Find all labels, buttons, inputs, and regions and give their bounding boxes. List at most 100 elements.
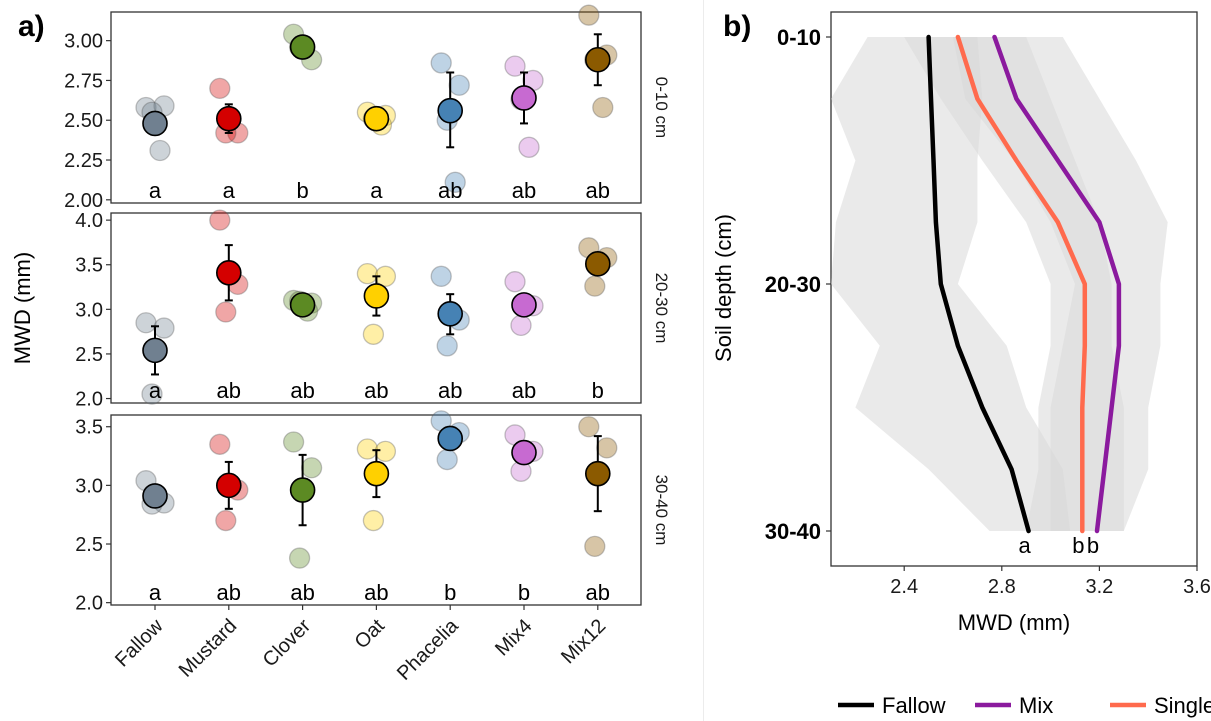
raw-point <box>584 275 606 297</box>
mean-point <box>363 460 390 487</box>
y-tick-label: 2.5 <box>75 534 103 556</box>
y-tick-label: 2.00 <box>64 190 103 212</box>
series-line-single <box>955 34 1088 534</box>
y-tick-label: 2.25 <box>64 150 103 172</box>
raw-point <box>596 437 618 459</box>
facet-2: 2.0 2.5 3.0 3.5 30-40 cm a ab ab ab b b ab <box>75 410 671 615</box>
significance-letter: b <box>518 580 530 605</box>
raw-point <box>578 416 600 438</box>
raw-point <box>149 139 171 162</box>
mean-point <box>584 251 611 277</box>
mean-point <box>363 283 390 309</box>
significance-letter: b <box>444 580 456 605</box>
x-category-label: Mix12 <box>557 615 610 668</box>
x-category-label: Clover <box>259 615 316 672</box>
raw-point <box>215 301 237 323</box>
raw-point <box>444 171 466 193</box>
y-tick-label: 3.5 <box>75 255 103 277</box>
mean-point <box>289 477 316 503</box>
x-tick-label: 3.2 <box>1085 576 1113 598</box>
mean-point <box>142 337 168 364</box>
raw-point <box>510 314 532 337</box>
raw-point <box>356 438 379 460</box>
x-tick-label: 2.8 <box>988 576 1016 598</box>
confidence-band <box>831 37 1071 531</box>
mean-point <box>216 259 242 286</box>
raw-point <box>362 323 385 345</box>
significance-letter: ab <box>586 580 610 605</box>
y-tick-label: 3.00 <box>64 31 103 53</box>
y-axis-title: Soil depth (cm) <box>711 214 736 362</box>
x-category-label: Oat <box>351 615 390 654</box>
mean-point <box>584 46 611 73</box>
panel-b-tag: b) <box>723 10 752 43</box>
mean-point <box>289 34 316 60</box>
y-tick-label: 2.5 <box>75 344 103 366</box>
facet-frame <box>110 414 642 606</box>
raw-point <box>209 209 231 231</box>
raw-point <box>135 312 157 334</box>
significance-letter: b <box>296 178 308 203</box>
depth-tick-label: 20-30 <box>765 272 821 297</box>
significance-letter: b <box>1072 533 1084 558</box>
y-tick-label: 2.50 <box>64 110 103 132</box>
mean-point <box>584 460 611 487</box>
mean-point <box>437 425 464 452</box>
significance-letter: a <box>370 178 383 203</box>
mean-point <box>363 105 390 132</box>
significance-letter: a <box>149 378 162 403</box>
mean-point <box>216 105 242 132</box>
x-category-label: Mix4 <box>491 615 536 660</box>
raw-point <box>356 263 379 285</box>
raw-point <box>153 317 175 339</box>
facet-strip-label: 20-30 cm <box>652 273 671 344</box>
significance-letter: a <box>1019 533 1032 558</box>
mean-point <box>511 85 537 111</box>
y-tick-label: 3.0 <box>75 475 103 497</box>
significance-letter: a <box>223 178 236 203</box>
raw-point <box>584 535 606 558</box>
x-category-label: Phacelia <box>393 614 463 684</box>
significance-letter: ab <box>438 378 462 403</box>
mean-point <box>437 300 464 327</box>
significance-letter: b <box>1087 533 1099 558</box>
raw-point <box>215 509 237 532</box>
raw-point <box>209 77 231 100</box>
y-tick-label: 3.0 <box>75 299 103 321</box>
significance-letter: ab <box>290 580 314 605</box>
panel-b-plot: 0-10 20-30 30-40 2.4 2.8 3.2 3.6 a b b MWD (mm) Soi… <box>711 11 1211 635</box>
significance-letter: ab <box>217 580 241 605</box>
facet-1: 2.0 2.5 3.0 3.5 4.0 20-30 cm a ab ab ab ab ab b <box>75 209 671 411</box>
significance-letter: a <box>149 178 162 203</box>
raw-point <box>362 509 385 532</box>
mean-point <box>142 110 168 137</box>
x-axis-title: MWD (mm) <box>958 610 1070 635</box>
y-tick-label: 2.0 <box>75 593 103 615</box>
significance-letter: b <box>592 378 604 403</box>
raw-point <box>504 55 526 77</box>
y-tick-label: 4.0 <box>75 210 103 232</box>
raw-point <box>504 271 526 293</box>
raw-point <box>209 433 231 455</box>
significance-letter: ab <box>364 378 388 403</box>
y-tick-label: 2.75 <box>64 70 103 92</box>
raw-point <box>578 4 600 26</box>
y-axis-title: MWD (mm) <box>10 252 35 364</box>
mean-point <box>437 97 464 124</box>
raw-point <box>282 431 305 453</box>
raw-point <box>592 96 614 119</box>
legend-label: Mix <box>1019 693 1053 718</box>
confidence-band <box>904 37 1124 531</box>
facet-strip-label: 0-10 cm <box>652 77 671 138</box>
legend-label: Fallow <box>882 693 946 718</box>
raw-point <box>141 383 163 405</box>
panel-divider <box>703 0 704 721</box>
panel-a-tag: a) <box>18 10 45 43</box>
x-category-label: Fallow <box>111 615 168 672</box>
mean-point <box>511 439 537 466</box>
legend: Fallow Mix Single <box>838 693 1211 718</box>
facet-0: 2.002.252.502.753.000-10 cma a b a ab ab ab <box>64 4 671 212</box>
x-tick-label: 3.6 <box>1183 576 1211 598</box>
facet-strip-label: 30-40 cm <box>652 475 671 546</box>
